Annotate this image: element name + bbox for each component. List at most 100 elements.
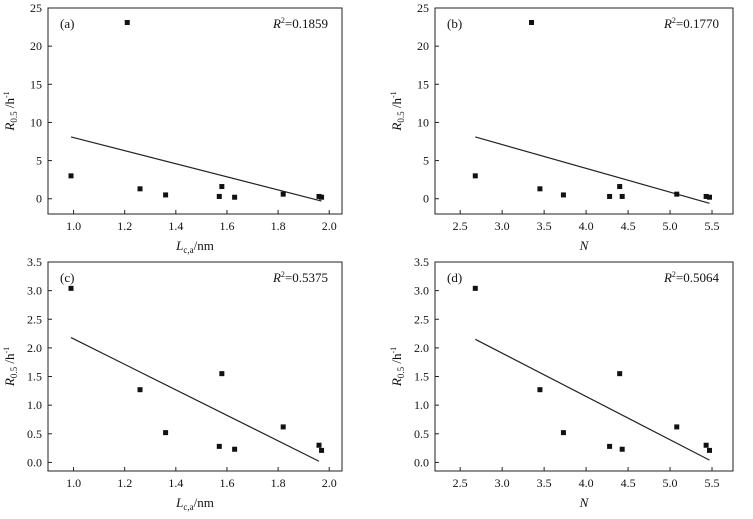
x-tick-label: 4.0 [579, 219, 594, 233]
data-point [219, 371, 225, 377]
data-point [316, 193, 322, 199]
plot-frame [47, 7, 343, 215]
x-tick-label: 1.0 [66, 219, 81, 233]
x-tick-label: 1.8 [271, 476, 286, 490]
data-point [529, 19, 535, 25]
data-point [617, 184, 623, 190]
x-tick-label: 3.0 [495, 219, 510, 233]
y-label-subscript: 0.5 [9, 111, 19, 123]
x-tick-label: 4.5 [621, 476, 636, 490]
data-point [617, 371, 623, 377]
r-squared-label: R2=0.5064 [663, 270, 720, 285]
r2-symbol: R [272, 16, 281, 31]
fit-line [475, 338, 710, 461]
y-tick-label: 0 [423, 192, 429, 206]
x-tick-label: 3.5 [537, 476, 552, 490]
r2-value: =0.5064 [676, 270, 720, 285]
data-point [472, 285, 478, 291]
y-tick-label: 5 [36, 154, 42, 168]
y-tick-label: 10 [30, 115, 42, 129]
x-label-subscript: c,a [183, 502, 193, 512]
y-tick-label: 2.0 [414, 341, 429, 355]
y-label-unit: /h [2, 353, 17, 367]
data-point [619, 446, 625, 452]
data-point [163, 192, 169, 198]
y-tick-label: 10 [417, 115, 429, 129]
data-point [316, 442, 322, 448]
y-tick-label: 1.0 [27, 398, 42, 412]
x-label-symbol: L [175, 495, 183, 510]
data-point [607, 443, 613, 449]
x-tick-label: 3.5 [537, 219, 552, 233]
y-label-subscript: 0.5 [396, 366, 406, 378]
y-axis-label: R0.5 /h-1 [2, 91, 19, 131]
panel-label: (d) [447, 270, 462, 285]
y-tick-label: 3.5 [414, 255, 429, 269]
data-point [124, 19, 130, 25]
y-label-unit: /h [2, 98, 17, 112]
x-tick-label: 4.5 [621, 219, 636, 233]
y-label-superscript: -1 [389, 91, 398, 98]
y-tick-label: 0.0 [414, 455, 429, 469]
panel-label: (b) [447, 16, 462, 31]
y-tick-label: 1.0 [414, 398, 429, 412]
data-point [216, 193, 222, 199]
data-point [137, 186, 143, 192]
plot-frame [434, 261, 734, 472]
x-tick-label: 1.6 [219, 219, 234, 233]
y-label-symbol: R [2, 378, 17, 387]
fit-line [475, 136, 710, 204]
y-tick-label: 5 [423, 154, 429, 168]
y-label-unit: /h [389, 353, 404, 367]
panel-d: 2.5 3.0 3.5 4.0 4.5 5.0 5.5 0.0 0.5 1.0 1.5 2.0 2.5 3… [389, 255, 734, 510]
panel-label: (a) [60, 16, 74, 31]
x-tick-label: 2.0 [322, 219, 337, 233]
x-label-symbol: L [175, 238, 183, 253]
r2-value: =0.5375 [285, 270, 328, 285]
data-point [232, 446, 238, 452]
y-tick-label: 0.5 [414, 427, 429, 441]
r2-superscript: 2 [281, 270, 285, 279]
plot-frame [47, 261, 343, 472]
x-label-symbol: N [579, 238, 590, 253]
x-tick-label: 1.6 [219, 476, 234, 490]
x-axis-label: N [579, 495, 590, 510]
data-point [472, 173, 478, 179]
x-axis-label: Lc,a/nm [175, 238, 214, 255]
y-label-symbol: R [2, 123, 17, 132]
x-label-unit: /nm [194, 495, 214, 510]
r2-superscript: 2 [672, 270, 676, 279]
data-point [560, 430, 566, 436]
panel-c: 1.0 1.2 1.4 1.6 1.8 2.0 0.0 0.5 1.0 1.5 2.0 2.5 3.0 3… [2, 255, 343, 512]
r2-value: =0.1859 [285, 16, 328, 31]
y-label-symbol: R [389, 378, 404, 387]
x-tick-label: 2.5 [453, 219, 468, 233]
x-tick-label: 1.8 [271, 219, 286, 233]
data-point [280, 424, 286, 430]
y-tick-label: 20 [417, 39, 429, 53]
data-point [219, 184, 225, 190]
r2-superscript: 2 [281, 16, 285, 25]
fit-line [70, 136, 322, 202]
y-tick-label: 1.5 [414, 370, 429, 384]
x-tick-label: 1.0 [66, 476, 81, 490]
x-axis-label: N [579, 238, 590, 253]
r-squared-label: R2=0.1770 [663, 16, 719, 31]
y-tick-label: 2.5 [414, 312, 429, 326]
data-point [674, 424, 680, 430]
y-tick-label: 3.0 [414, 284, 429, 298]
y-label-superscript: -1 [2, 91, 11, 98]
x-tick-label: 5.5 [705, 476, 720, 490]
data-point [68, 285, 74, 291]
y-tick-label: 0.5 [27, 427, 42, 441]
y-tick-label: 3.5 [27, 255, 42, 269]
x-tick-label: 5.5 [705, 219, 720, 233]
x-label-symbol: N [579, 495, 590, 510]
r2-value: =0.1770 [676, 16, 719, 31]
data-point [163, 430, 169, 436]
y-tick-label: 15 [30, 77, 42, 91]
data-point [560, 192, 566, 198]
x-tick-label: 3.0 [495, 476, 510, 490]
